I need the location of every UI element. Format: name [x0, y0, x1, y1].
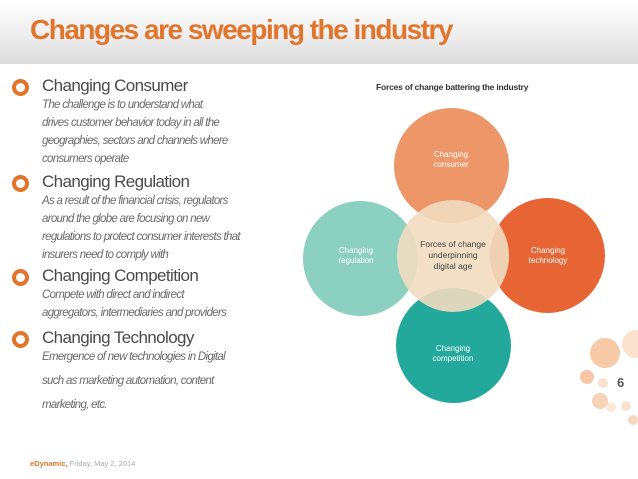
bullet-heading: Changing Technology [42, 328, 194, 347]
diagram-title: Forces of change battering the industry [376, 82, 529, 92]
bullet-list: Changing Consumer The challenge is to un… [10, 76, 310, 419]
forces-diagram: Forces of change battering the industry … [295, 78, 605, 438]
bullet-changing-regulation: Changing Regulation As a result of the f… [10, 172, 310, 264]
decor-dot [592, 393, 608, 409]
bullet-line: consumers operate [42, 153, 129, 165]
slide-title: Changes are sweeping the industry [30, 14, 453, 45]
circle-changing-technology [490, 198, 605, 313]
decor-dot [606, 402, 616, 412]
decor-dot [598, 378, 608, 388]
bullet-heading: Changing Consumer [42, 76, 188, 95]
bullet-description: Emergence of new technologies in Digital… [42, 345, 297, 417]
footer-brand: eDynamic, [30, 459, 68, 468]
ring-bullet-icon [12, 79, 29, 96]
bullet-line: The challenge is to understand what [42, 99, 203, 111]
label-changing-competition: Changing competition [432, 344, 474, 363]
label-changing-technology: Changing technology [528, 246, 568, 265]
bullet-line: geographies, sectors and channels where [42, 135, 228, 147]
footer-date: Friday, May 2, 2014 [69, 459, 136, 468]
bullet-description: As a result of the financial crisis, reg… [42, 192, 297, 264]
page-number: 6 [617, 375, 625, 390]
bullet-changing-consumer: Changing Consumer The challenge is to un… [10, 76, 310, 168]
bullet-line: marketing, etc. [42, 399, 108, 411]
bullet-line: Compete with direct and indirect [42, 289, 185, 301]
bullet-heading: Changing Competition [42, 266, 199, 285]
bullet-line: As a result of the financial crisis, reg… [42, 195, 228, 207]
bullet-changing-technology: Changing Technology Emergence of new tec… [10, 328, 310, 417]
decor-dot [590, 338, 620, 368]
bullet-description: The challenge is to understand what driv… [42, 96, 297, 168]
bullet-line: aggregators, intermediaries and provider… [42, 307, 227, 319]
footer: eDynamic, Friday, May 2, 2014 [30, 459, 135, 468]
bullet-heading: Changing Regulation [42, 172, 190, 191]
bullet-line: Emergence of new technologies in Digital [42, 351, 226, 363]
ring-bullet-icon [12, 331, 29, 348]
bullet-description: Compete with direct and indirect aggrega… [42, 286, 297, 322]
bullet-line: regulations to protect consumer interest… [42, 231, 241, 243]
bullet-line: insurers need to comply with [42, 249, 169, 261]
decor-dot [621, 401, 631, 411]
decor-dot [628, 415, 638, 425]
bullet-line: drives customer behavior today in all th… [42, 117, 220, 129]
circle-forces-of-change [397, 200, 509, 312]
label-forces-of-change: Forces of change underpinning digital ag… [420, 239, 486, 271]
ring-bullet-icon [12, 175, 29, 192]
label-changing-regulation: Changing regulation [338, 246, 374, 265]
bullet-line: such as marketing automation, content [42, 375, 214, 387]
title-band [0, 0, 638, 64]
bullet-changing-competition: Changing Competition Compete with direct… [10, 266, 310, 322]
decor-dot [622, 330, 638, 358]
ring-bullet-icon [12, 269, 29, 286]
decor-dot [580, 370, 594, 384]
bullet-line: around the globe are focusing on new [42, 213, 210, 225]
label-changing-consumer: Changing consumer [433, 150, 469, 169]
